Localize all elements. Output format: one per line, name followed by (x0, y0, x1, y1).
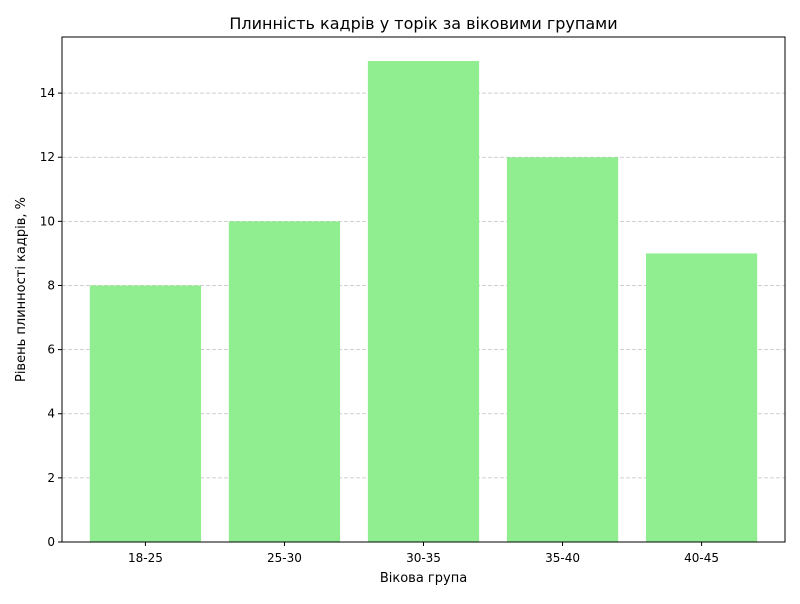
bar-35-40 (506, 157, 619, 542)
bar-40-45 (645, 253, 758, 542)
y-tick-label: 12 (40, 150, 55, 164)
y-tick-label: 14 (40, 86, 55, 100)
y-tick-label: 0 (47, 535, 55, 549)
bar-25-30 (228, 221, 341, 542)
y-tick-label: 8 (47, 278, 55, 292)
x-tick-label: 35-40 (545, 551, 580, 565)
y-axis-label: Рівень плинності кадрів, % (14, 197, 29, 382)
x-tick-label: 40-45 (684, 551, 719, 565)
chart-title: Плинність кадрів у торік за віковими гру… (229, 14, 617, 33)
y-tick-label: 10 (40, 214, 55, 228)
bar-18-25 (89, 285, 202, 542)
x-tick-label: 30-35 (406, 551, 441, 565)
y-tick-label: 4 (47, 407, 55, 421)
plot-frame (61, 36, 786, 543)
y-tick-label: 2 (47, 471, 55, 485)
x-tick-label: 18-25 (128, 551, 163, 565)
x-axis-ticks: 18-25 25-30 30-35 35-40 40-45 (128, 542, 719, 565)
y-tick-label: 6 (47, 343, 55, 357)
y-axis-ticks: 0 2 4 6 8 10 12 14 (40, 86, 62, 549)
x-axis-label: Вікова група (380, 571, 467, 586)
x-tick-label: 25-30 (267, 551, 302, 565)
bar-30-35 (367, 61, 480, 543)
bars (89, 61, 758, 543)
